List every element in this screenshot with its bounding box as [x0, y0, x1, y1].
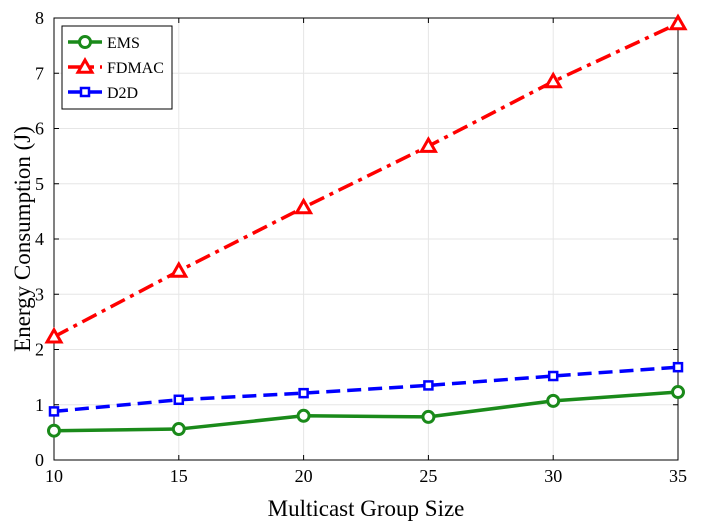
y-axis-label: Energy Consumption (J) [10, 126, 35, 352]
y-tick-label: 4 [35, 229, 44, 249]
x-tick-label: 20 [295, 466, 313, 486]
data-point-ems [296, 408, 311, 423]
series-line-fdmac [53, 21, 679, 339]
legend-label-d2d: D2D [107, 85, 138, 102]
data-point-ems [671, 385, 685, 400]
legend-marker-d2d [79, 86, 91, 98]
y-tick-label: 5 [35, 174, 44, 194]
data-point-d2d [423, 380, 434, 391]
y-axis-ticks: 0 1 2 3 4 5 6 7 8 [35, 8, 678, 470]
legend-marker-fdmac [75, 56, 95, 74]
legend: EMS FDMAC D2D [61, 25, 173, 110]
data-point-d2d [298, 387, 309, 399]
x-axis-ticks: 10 15 20 25 30 35 [45, 18, 687, 486]
data-point-ems [47, 423, 61, 438]
series-ems [47, 385, 685, 438]
data-point-d2d [547, 370, 559, 382]
y-tick-label: 6 [35, 119, 44, 139]
x-tick-label: 25 [419, 466, 437, 486]
data-point-fdmac [44, 326, 64, 344]
x-tick-label: 30 [544, 466, 562, 486]
y-tick-label: 0 [35, 450, 44, 470]
y-tick-label: 1 [35, 395, 44, 415]
legend-label-ems: EMS [107, 35, 140, 52]
data-point-d2d [672, 361, 684, 373]
series-d2d [48, 361, 684, 417]
data-point-fdmac [294, 197, 314, 215]
data-point-d2d [173, 394, 185, 406]
x-tick-label: 35 [669, 466, 687, 486]
data-point-ems [171, 422, 186, 437]
series-line-ems [53, 390, 679, 433]
y-tick-label: 7 [35, 63, 44, 83]
data-point-fdmac [169, 261, 189, 278]
y-tick-label: 8 [35, 8, 44, 28]
y-tick-label: 3 [35, 284, 44, 304]
x-axis-label: Multicast Group Size [268, 496, 465, 521]
data-point-fdmac [668, 13, 688, 31]
legend-marker-ems [78, 35, 92, 49]
data-point-d2d [48, 406, 60, 417]
data-point-ems [421, 409, 436, 424]
x-tick-label: 10 [45, 466, 63, 486]
data-point-ems [546, 393, 561, 408]
series-layer [44, 13, 688, 438]
x-tick-label: 15 [170, 466, 188, 486]
legend-label-fdmac: FDMAC [107, 60, 164, 77]
data-point-fdmac [543, 71, 563, 89]
data-point-fdmac [418, 136, 438, 153]
series-fdmac [44, 13, 688, 344]
y-tick-label: 2 [35, 340, 44, 360]
